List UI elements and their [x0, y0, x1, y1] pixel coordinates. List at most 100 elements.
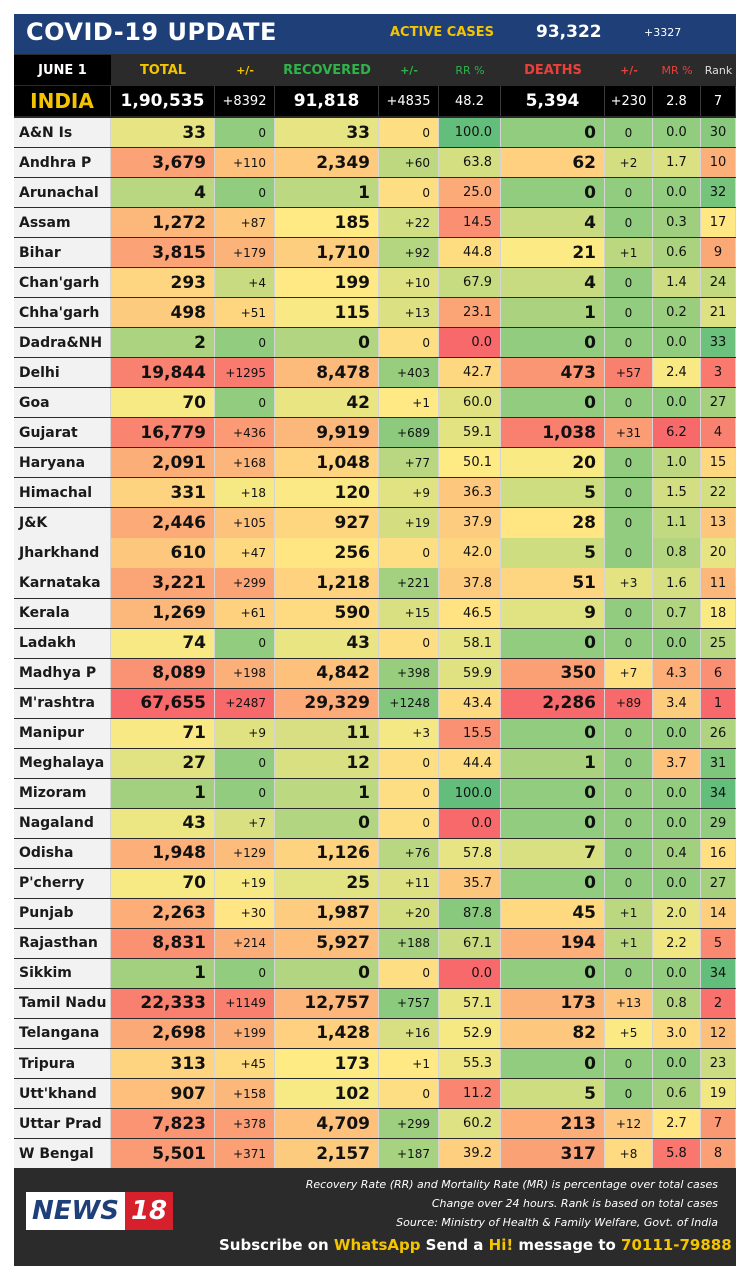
cell-deaths: 9 — [501, 598, 605, 628]
cell-deaths-delta: +3 — [605, 568, 653, 598]
cell-deaths-delta: +2 — [605, 148, 653, 178]
india-mr: 2.8 — [653, 86, 701, 116]
cell-rank: 27 — [701, 868, 736, 898]
cell-state: W Bengal — [14, 1139, 111, 1169]
cell-mr: 2.0 — [653, 898, 701, 928]
cell-mr: 0.0 — [653, 778, 701, 808]
footnote-source: Source: Ministry of Health & Family Welf… — [396, 1216, 718, 1229]
cell-state: A&N Is — [14, 118, 111, 148]
cell-deaths-delta: +89 — [605, 688, 653, 718]
cell-total: 2,091 — [111, 448, 215, 478]
cell-rank: 1 — [701, 688, 736, 718]
cell-rr: 44.8 — [439, 238, 501, 268]
cell-deaths: 4 — [501, 208, 605, 238]
table-row: M'rashtra 67,655 +2487 29,329 +1248 43.4 2,286… — [14, 688, 736, 718]
cell-total-delta: 0 — [215, 748, 275, 778]
table-row: Odisha 1,948 +129 1,126 +76 57.8 7 0 0.4 16 — [14, 838, 736, 868]
cell-state: Sikkim — [14, 958, 111, 988]
cell-mr: 1.4 — [653, 268, 701, 298]
subscribe-number: 70111-79888 — [621, 1236, 732, 1254]
cell-mr: 0.0 — [653, 808, 701, 838]
cell-deaths: 5 — [501, 1079, 605, 1109]
table-row: Haryana 2,091 +168 1,048 +77 50.1 20 0 1.0 15 — [14, 448, 736, 478]
cell-recovered-delta: +757 — [379, 988, 439, 1018]
cell-total: 1 — [111, 778, 215, 808]
cell-total: 1,269 — [111, 598, 215, 628]
cell-mr: 6.2 — [653, 418, 701, 448]
cell-deaths: 213 — [501, 1109, 605, 1139]
cell-state: Arunachal — [14, 178, 111, 208]
cell-rank: 17 — [701, 208, 736, 238]
cell-recovered-delta: +221 — [379, 568, 439, 598]
cell-deaths: 20 — [501, 448, 605, 478]
cell-recovered-delta: 0 — [379, 1079, 439, 1109]
cell-total: 331 — [111, 478, 215, 508]
cell-recovered-delta: +20 — [379, 898, 439, 928]
cell-mr: 0.0 — [653, 628, 701, 658]
active-cases-value: 93,322 — [536, 22, 602, 42]
cell-total: 67,655 — [111, 688, 215, 718]
india-rank: 7 — [701, 86, 736, 116]
cell-recovered-delta: 0 — [379, 808, 439, 838]
header-deaths-delta: +/- — [620, 63, 638, 77]
cell-recovered: 120 — [275, 478, 379, 508]
cell-recovered: 12,757 — [275, 988, 379, 1018]
cell-recovered: 33 — [275, 118, 379, 148]
cell-deaths-delta: 0 — [605, 1048, 653, 1079]
cell-state: Chha'garh — [14, 298, 111, 328]
cell-rank: 16 — [701, 838, 736, 868]
cell-deaths-delta: 0 — [605, 778, 653, 808]
cell-rank: 27 — [701, 388, 736, 418]
cell-deaths: 51 — [501, 568, 605, 598]
cell-recovered-delta: +15 — [379, 598, 439, 628]
cell-recovered-delta: +398 — [379, 658, 439, 688]
cell-state: Kerala — [14, 598, 111, 628]
cell-state: Dadra&NH — [14, 328, 111, 358]
cell-state: Utt'khand — [14, 1079, 111, 1109]
cell-recovered: 115 — [275, 298, 379, 328]
cell-deaths-delta: 0 — [605, 538, 653, 568]
cell-rr: 37.9 — [439, 508, 501, 538]
table-row: Ladakh 74 0 43 0 58.1 0 0 0.0 25 — [14, 628, 736, 658]
cell-recovered: 12 — [275, 748, 379, 778]
cell-rr: 25.0 — [439, 178, 501, 208]
cell-total: 33 — [111, 118, 215, 148]
cell-mr: 1.0 — [653, 448, 701, 478]
cell-deaths-delta: 0 — [605, 328, 653, 358]
cell-state: Madhya P — [14, 658, 111, 688]
cell-state: Tripura — [14, 1048, 111, 1079]
cell-rank: 23 — [701, 1048, 736, 1079]
cell-state: Haryana — [14, 448, 111, 478]
cell-total: 907 — [111, 1079, 215, 1109]
cell-deaths-delta: +1 — [605, 898, 653, 928]
cell-recovered-delta: +19 — [379, 508, 439, 538]
cell-recovered: 29,329 — [275, 688, 379, 718]
cell-deaths: 0 — [501, 718, 605, 748]
cell-rank: 34 — [701, 958, 736, 988]
cell-rr: 50.1 — [439, 448, 501, 478]
cell-mr: 0.6 — [653, 238, 701, 268]
cell-state: Mizoram — [14, 778, 111, 808]
cell-recovered-delta: +13 — [379, 298, 439, 328]
active-cases-delta: +3327 — [644, 26, 682, 39]
cell-rank: 21 — [701, 298, 736, 328]
cell-total: 610 — [111, 538, 215, 568]
cell-state: Karnataka — [14, 568, 111, 598]
cell-mr: 4.3 — [653, 658, 701, 688]
cell-total: 1 — [111, 958, 215, 988]
logo-news-text: NEWS — [26, 1192, 125, 1230]
cell-rr: 46.5 — [439, 598, 501, 628]
header-recovered-delta: +/- — [400, 63, 418, 77]
cell-deaths-delta: 0 — [605, 388, 653, 418]
cell-deaths-delta: +12 — [605, 1109, 653, 1139]
cell-rr: 67.9 — [439, 268, 501, 298]
cell-total: 1,272 — [111, 208, 215, 238]
cell-rank: 33 — [701, 328, 736, 358]
cell-total-delta: +45 — [215, 1048, 275, 1079]
cell-recovered-delta: +77 — [379, 448, 439, 478]
cell-state: Uttar Prad — [14, 1109, 111, 1139]
cell-rank: 32 — [701, 178, 736, 208]
cell-total-delta: +129 — [215, 838, 275, 868]
table-row: Meghalaya 27 0 12 0 44.4 1 0 3.7 31 — [14, 748, 736, 778]
cell-rank: 9 — [701, 238, 736, 268]
